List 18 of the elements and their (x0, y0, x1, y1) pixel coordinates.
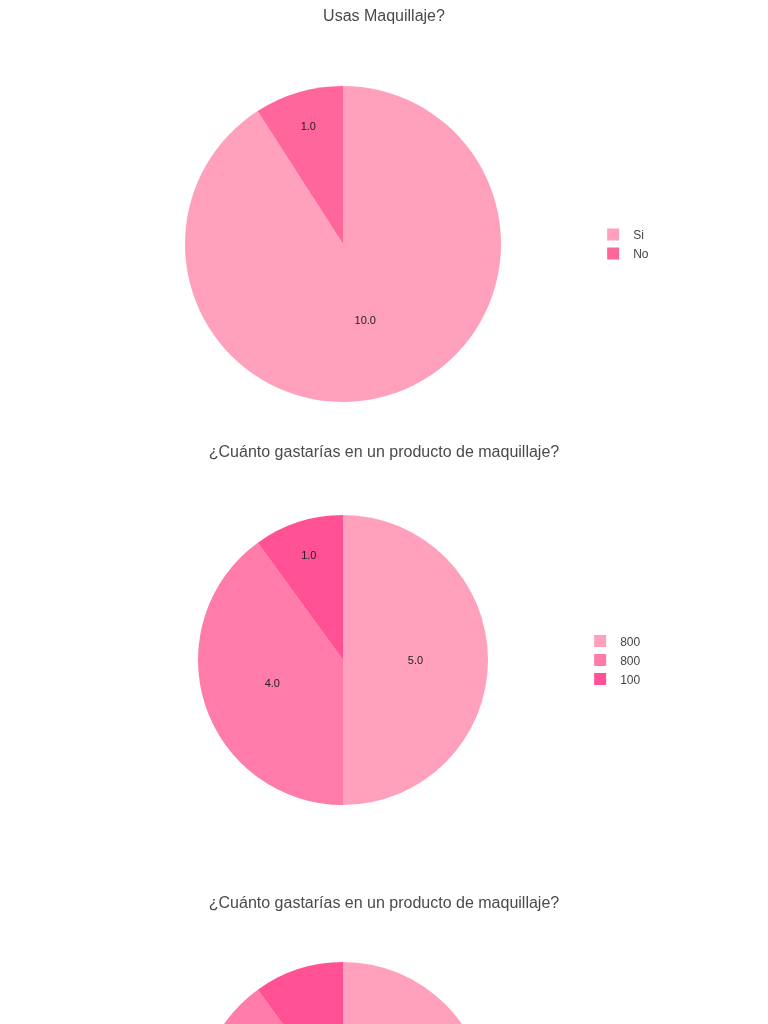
pie-slice (198, 542, 343, 805)
legend-label: 800 (620, 653, 644, 668)
data-label: 1.0 (300, 119, 316, 132)
data-label: 1.0 (301, 548, 317, 561)
chart-title: Usas Maquillaje? (323, 6, 446, 24)
data-label: 5.0 (407, 654, 424, 666)
legend-label: 800 (620, 634, 641, 649)
data-label: 4.0 (264, 676, 280, 689)
legend-label: No (633, 247, 649, 262)
pie-slice (185, 86, 501, 402)
legend-label: Si (633, 228, 644, 243)
chart-title: ¿Cuánto gastarías en un producto de maquillaje? (208, 442, 560, 460)
chart-title: ¿Cuánto gastarías en un producto de maquillaje? (208, 893, 560, 911)
pie-slice (343, 515, 488, 805)
data-label: 10.0 (354, 313, 376, 326)
pie-slice (257, 515, 343, 660)
pie-slice (257, 86, 343, 244)
legend-label: 100 (620, 672, 641, 687)
